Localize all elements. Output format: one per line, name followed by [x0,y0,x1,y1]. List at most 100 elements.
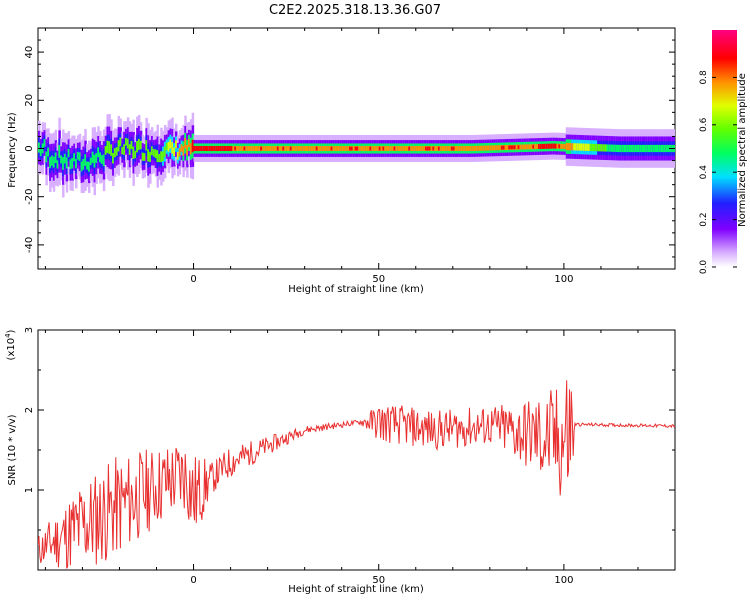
heatmap-cell [578,143,582,151]
heatmap-cell [628,144,632,153]
heatmap-cell [139,140,143,150]
heatmap-cell [293,145,296,152]
heatmap-cell [297,145,300,152]
heatmap-cell [593,143,596,152]
heatmap-cell [423,145,426,152]
heatmap-cell [121,147,124,155]
colorbar-ticks: 0.0 0.2 0.4 0.6 0.8 [699,70,737,274]
heatmap-cell [182,146,185,156]
heatmap-cell [536,144,539,150]
snr-panel: 0 50 100 123 Height of straight line (km) … [4,327,676,595]
heatmap-cell [163,146,167,157]
heatmap-cell [658,144,661,153]
heatmap-cell [302,145,306,152]
heatmap-cell [499,145,502,151]
heatmap-cell [491,145,495,151]
heatmap-cell [223,145,226,152]
bottom-x-ticks: 0 50 100 [44,330,676,586]
heatmap-cell [52,156,56,168]
top-x-axis-label: Height of straight line (km) [288,284,424,295]
heatmap-cell [599,144,602,152]
heatmap-cell [460,145,463,152]
heatmap-cell [445,145,448,152]
heatmap-cell [471,145,474,152]
heatmap-cell [484,145,487,151]
heatmap-cell [415,145,419,152]
heatmap-cell [313,145,317,152]
heatmap-cell [623,144,626,153]
heatmap-cell [147,149,150,162]
heatmap-cell [125,137,128,146]
heatmap-cell [165,142,169,151]
heatmap-cell [604,144,608,152]
snr-frame [37,329,676,571]
heatmap-cell [78,152,82,161]
heatmap-cell [541,143,545,149]
heatmap-cell [93,154,97,168]
heatmap-cell [497,145,500,151]
heatmap-cell [299,145,302,152]
x-tick-label: 50 [372,274,385,285]
heatmap-cell [406,145,409,152]
heatmap-cell [321,145,324,152]
heatmap-cell [367,145,371,152]
heatmap-cell [149,151,152,162]
heatmap-cell [586,143,589,151]
heatmap-cell [123,144,126,155]
heatmap-cell [63,153,67,164]
heatmap-cell [136,141,139,153]
heatmap-cell [371,145,374,152]
snr-series-line [38,380,675,569]
colorbar-tick-label: 0.8 [699,70,709,85]
heatmap-cell [573,143,576,151]
heatmap-cell [376,145,380,152]
heatmap-cell [286,145,289,152]
heatmap-cell [112,153,115,164]
heatmap-cell [341,145,345,152]
heatmap-cell [563,143,567,150]
heatmap-cell [160,151,163,163]
heatmap-cell [275,145,278,152]
heatmap-cell [465,145,469,152]
heatmap-cell [495,145,498,151]
heatmap-cell [247,145,250,152]
heatmap-cell [595,144,598,152]
heatmap-cell [530,144,534,150]
heatmap-cell [69,159,72,170]
y-tick-label: 20 [24,94,35,107]
heatmap-cell [230,145,234,152]
heatmap-cell [45,151,48,163]
heatmap-cell [591,143,595,152]
x-tick-label: 100 [554,575,573,586]
heatmap-cell [337,145,341,152]
heatmap-cell [184,138,187,149]
heatmap-cell [525,144,528,150]
heatmap-cell [663,144,667,153]
heatmap-cell [167,141,171,152]
heatmap-cell [178,148,182,157]
heatmap-cell [634,144,637,153]
heatmap-cell [600,144,604,152]
heatmap-cell [347,145,350,152]
heatmap-cell [284,145,287,152]
top-x-ticks: 0 50 100 [44,28,676,285]
heatmap-cell [569,143,572,151]
heatmap-cell [410,145,413,152]
heatmap-cell [87,161,91,172]
heatmap-cell [647,144,650,153]
heatmap-cell [650,144,654,153]
y-tick-label: 3 [24,327,35,333]
heatmap-cell [102,154,106,167]
heatmap-cell [636,144,639,153]
heatmap-cell [76,151,80,160]
heatmap-cell [402,145,406,152]
heatmap-cell [473,145,476,151]
heatmap-cell [643,144,646,153]
heatmap-cell [58,145,61,158]
heatmap-cell [50,155,54,166]
heatmap-cell [449,145,452,152]
heatmap-cell [217,145,221,152]
heatmap-cell [469,145,472,152]
heatmap-cell [141,152,145,161]
heatmap-cell [547,143,550,149]
